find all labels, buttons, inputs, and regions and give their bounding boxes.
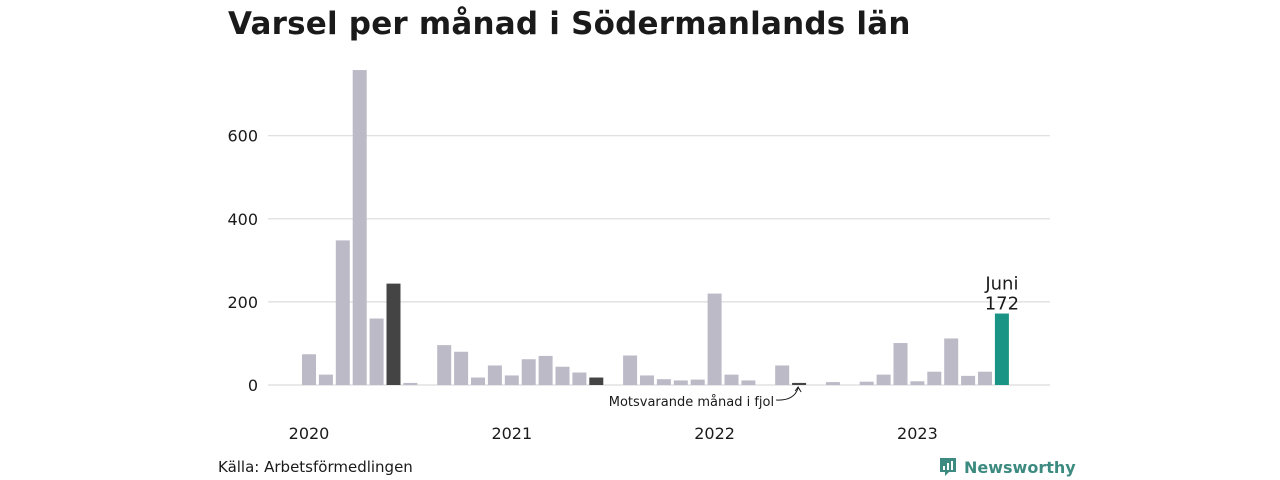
bar-highlight	[994, 313, 1009, 385]
bar	[318, 374, 333, 385]
annotation-arrow	[776, 387, 799, 401]
bar	[403, 382, 418, 385]
bar	[504, 375, 519, 385]
highlight-value-label: 172	[985, 294, 1019, 315]
brand: Newsworthy	[938, 456, 1076, 478]
bar	[487, 365, 502, 385]
bar	[555, 366, 570, 385]
bar	[775, 365, 790, 385]
y-tick-label: 200	[227, 293, 258, 312]
y-tick-label: 0	[248, 376, 258, 395]
x-year-label: 2022	[694, 424, 735, 443]
bar	[656, 379, 671, 385]
bar	[859, 381, 874, 385]
highlight-month-label: Juni	[984, 274, 1018, 295]
bar	[369, 318, 384, 385]
bar-same-month-last-year	[589, 377, 604, 385]
newsworthy-logo-icon	[940, 458, 956, 476]
chart-title: Varsel per månad i Södermanlands län	[228, 6, 911, 42]
bar	[690, 379, 705, 385]
source-note: Källa: Arbetsförmedlingen	[218, 458, 413, 476]
bar	[944, 338, 959, 385]
bar	[724, 374, 739, 385]
annotation-arrowhead	[794, 386, 802, 393]
bar	[927, 371, 942, 385]
bar	[302, 354, 316, 385]
bar	[876, 374, 891, 385]
x-year-label: 2021	[491, 424, 532, 443]
bar	[623, 355, 638, 385]
bar	[352, 70, 367, 386]
same-month-annotation: Motsvarande månad i fjol	[609, 395, 774, 410]
y-tick-label: 400	[227, 210, 258, 229]
bar	[825, 382, 840, 385]
x-year-label: 2020	[289, 424, 330, 443]
bar	[961, 375, 976, 385]
bar	[538, 355, 553, 385]
x-year-label: 2023	[897, 424, 938, 443]
bar	[741, 380, 756, 385]
y-tick-label: 600	[227, 127, 258, 146]
bar	[454, 351, 469, 385]
bar	[437, 345, 452, 385]
bar	[910, 381, 925, 385]
bar	[335, 240, 350, 385]
bar-same-month-last-year	[386, 283, 401, 385]
bar-same-month-last-year	[792, 382, 807, 385]
bar	[978, 371, 992, 385]
bar	[521, 359, 536, 385]
bar	[707, 293, 722, 385]
bar	[893, 343, 908, 385]
brand-name: Newsworthy	[964, 457, 1076, 477]
bar	[640, 375, 654, 385]
bar	[673, 380, 688, 385]
bar	[471, 377, 485, 385]
bar	[572, 372, 587, 385]
